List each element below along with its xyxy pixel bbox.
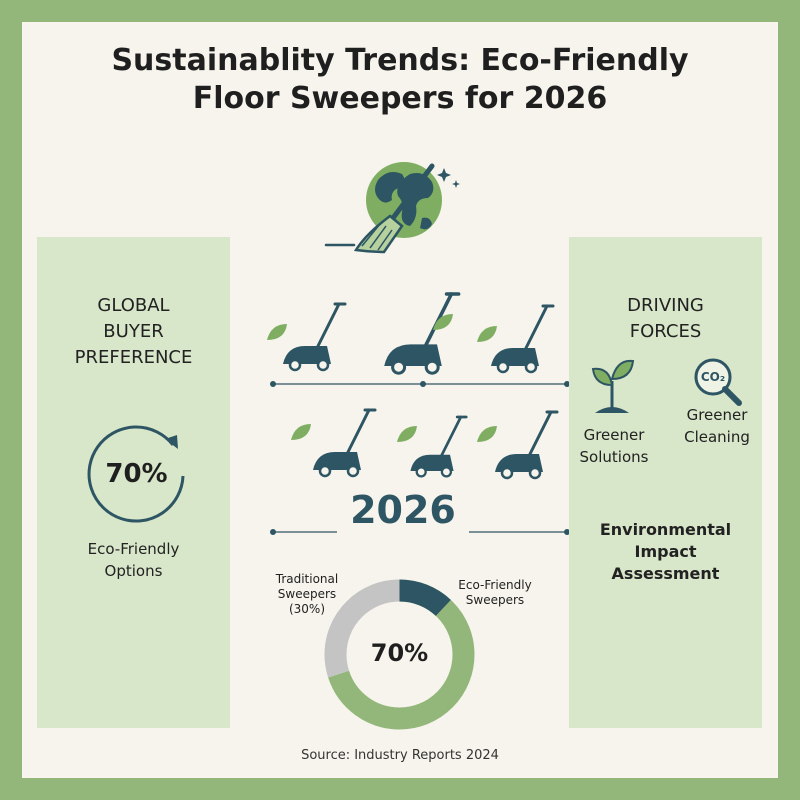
force-1-label-1: Greener (583, 426, 645, 444)
source-note: Source: Industry Reports 2024 (301, 748, 499, 763)
leaf-icon (291, 424, 311, 440)
donut-center-value: 70% (370, 639, 429, 667)
leaf-icon (477, 326, 497, 342)
circular-arrow-icon (87, 425, 185, 523)
force-1-label-2: Solutions (579, 448, 649, 466)
right-panel-title-2: FORCES (629, 321, 702, 342)
co2-magnifier-icon (694, 358, 742, 406)
left-panel-title-3: PREFERENCE (74, 347, 193, 368)
preference-stat-label-1: Eco-Friendly (87, 540, 180, 558)
right-panel-title-1: DRIVING (627, 295, 704, 316)
eco-friendly-sweepers-label: Eco-Friendly Sweepers (450, 578, 540, 608)
preference-stat-value: 70% (105, 459, 168, 489)
leaf-icon (397, 426, 417, 442)
traditional-label-3: (30%) (288, 602, 326, 616)
sweeper-icon (493, 410, 559, 480)
sweeper-icon (281, 302, 347, 372)
sweeper-icon (311, 408, 377, 478)
traditional-sweepers-label: Traditional Sweepers (30%) (262, 572, 352, 617)
page-title: Sustainablity Trends: Eco-Friendly Floor… (22, 42, 778, 118)
global-buyer-preference-panel: GLOBAL BUYER PREFERENCE 70% Eco-Friendly… (37, 237, 230, 728)
co2-label: CO₂ (700, 370, 726, 384)
traditional-label-2: Sweepers (277, 587, 337, 601)
donut-chart (324, 579, 475, 730)
traditional-label-1: Traditional (275, 572, 339, 586)
sweeper-icon (489, 304, 555, 374)
assessment-label-1: Environmental (599, 520, 732, 539)
title-line-2: Floor Sweepers for 2026 (192, 81, 608, 116)
sweeper-icon (382, 292, 461, 376)
globe-broom-icon (324, 162, 460, 254)
leaf-icon (477, 426, 497, 442)
assessment-label-3: Assessment (611, 564, 720, 583)
assessment-label-2: Impact (634, 542, 697, 561)
donut-accent-segment (324, 579, 475, 730)
sprout-icon (591, 359, 635, 413)
force-2-label-1: Greener (686, 406, 748, 424)
force-2-label-2: Cleaning (684, 428, 750, 446)
year-label: 2026 (350, 488, 456, 532)
driving-forces-panel: DRIVING FORCES Greener Solutions CO₂ Gre… (569, 237, 762, 728)
left-panel-title-2: BUYER (103, 321, 164, 342)
title-line-1: Sustainablity Trends: Eco-Friendly (111, 43, 689, 78)
leaf-icon (267, 324, 287, 340)
left-panel-title-1: GLOBAL (97, 295, 170, 316)
preference-stat-label-2: Options (104, 562, 163, 580)
eco-label-2: Sweepers (465, 593, 525, 607)
eco-label-1: Eco-Friendly (458, 578, 532, 592)
sweeper-grid-illustration (267, 292, 569, 535)
infographic-card: Sustainablity Trends: Eco-Friendly Floor… (22, 22, 778, 778)
sweeper-icon (409, 415, 468, 478)
